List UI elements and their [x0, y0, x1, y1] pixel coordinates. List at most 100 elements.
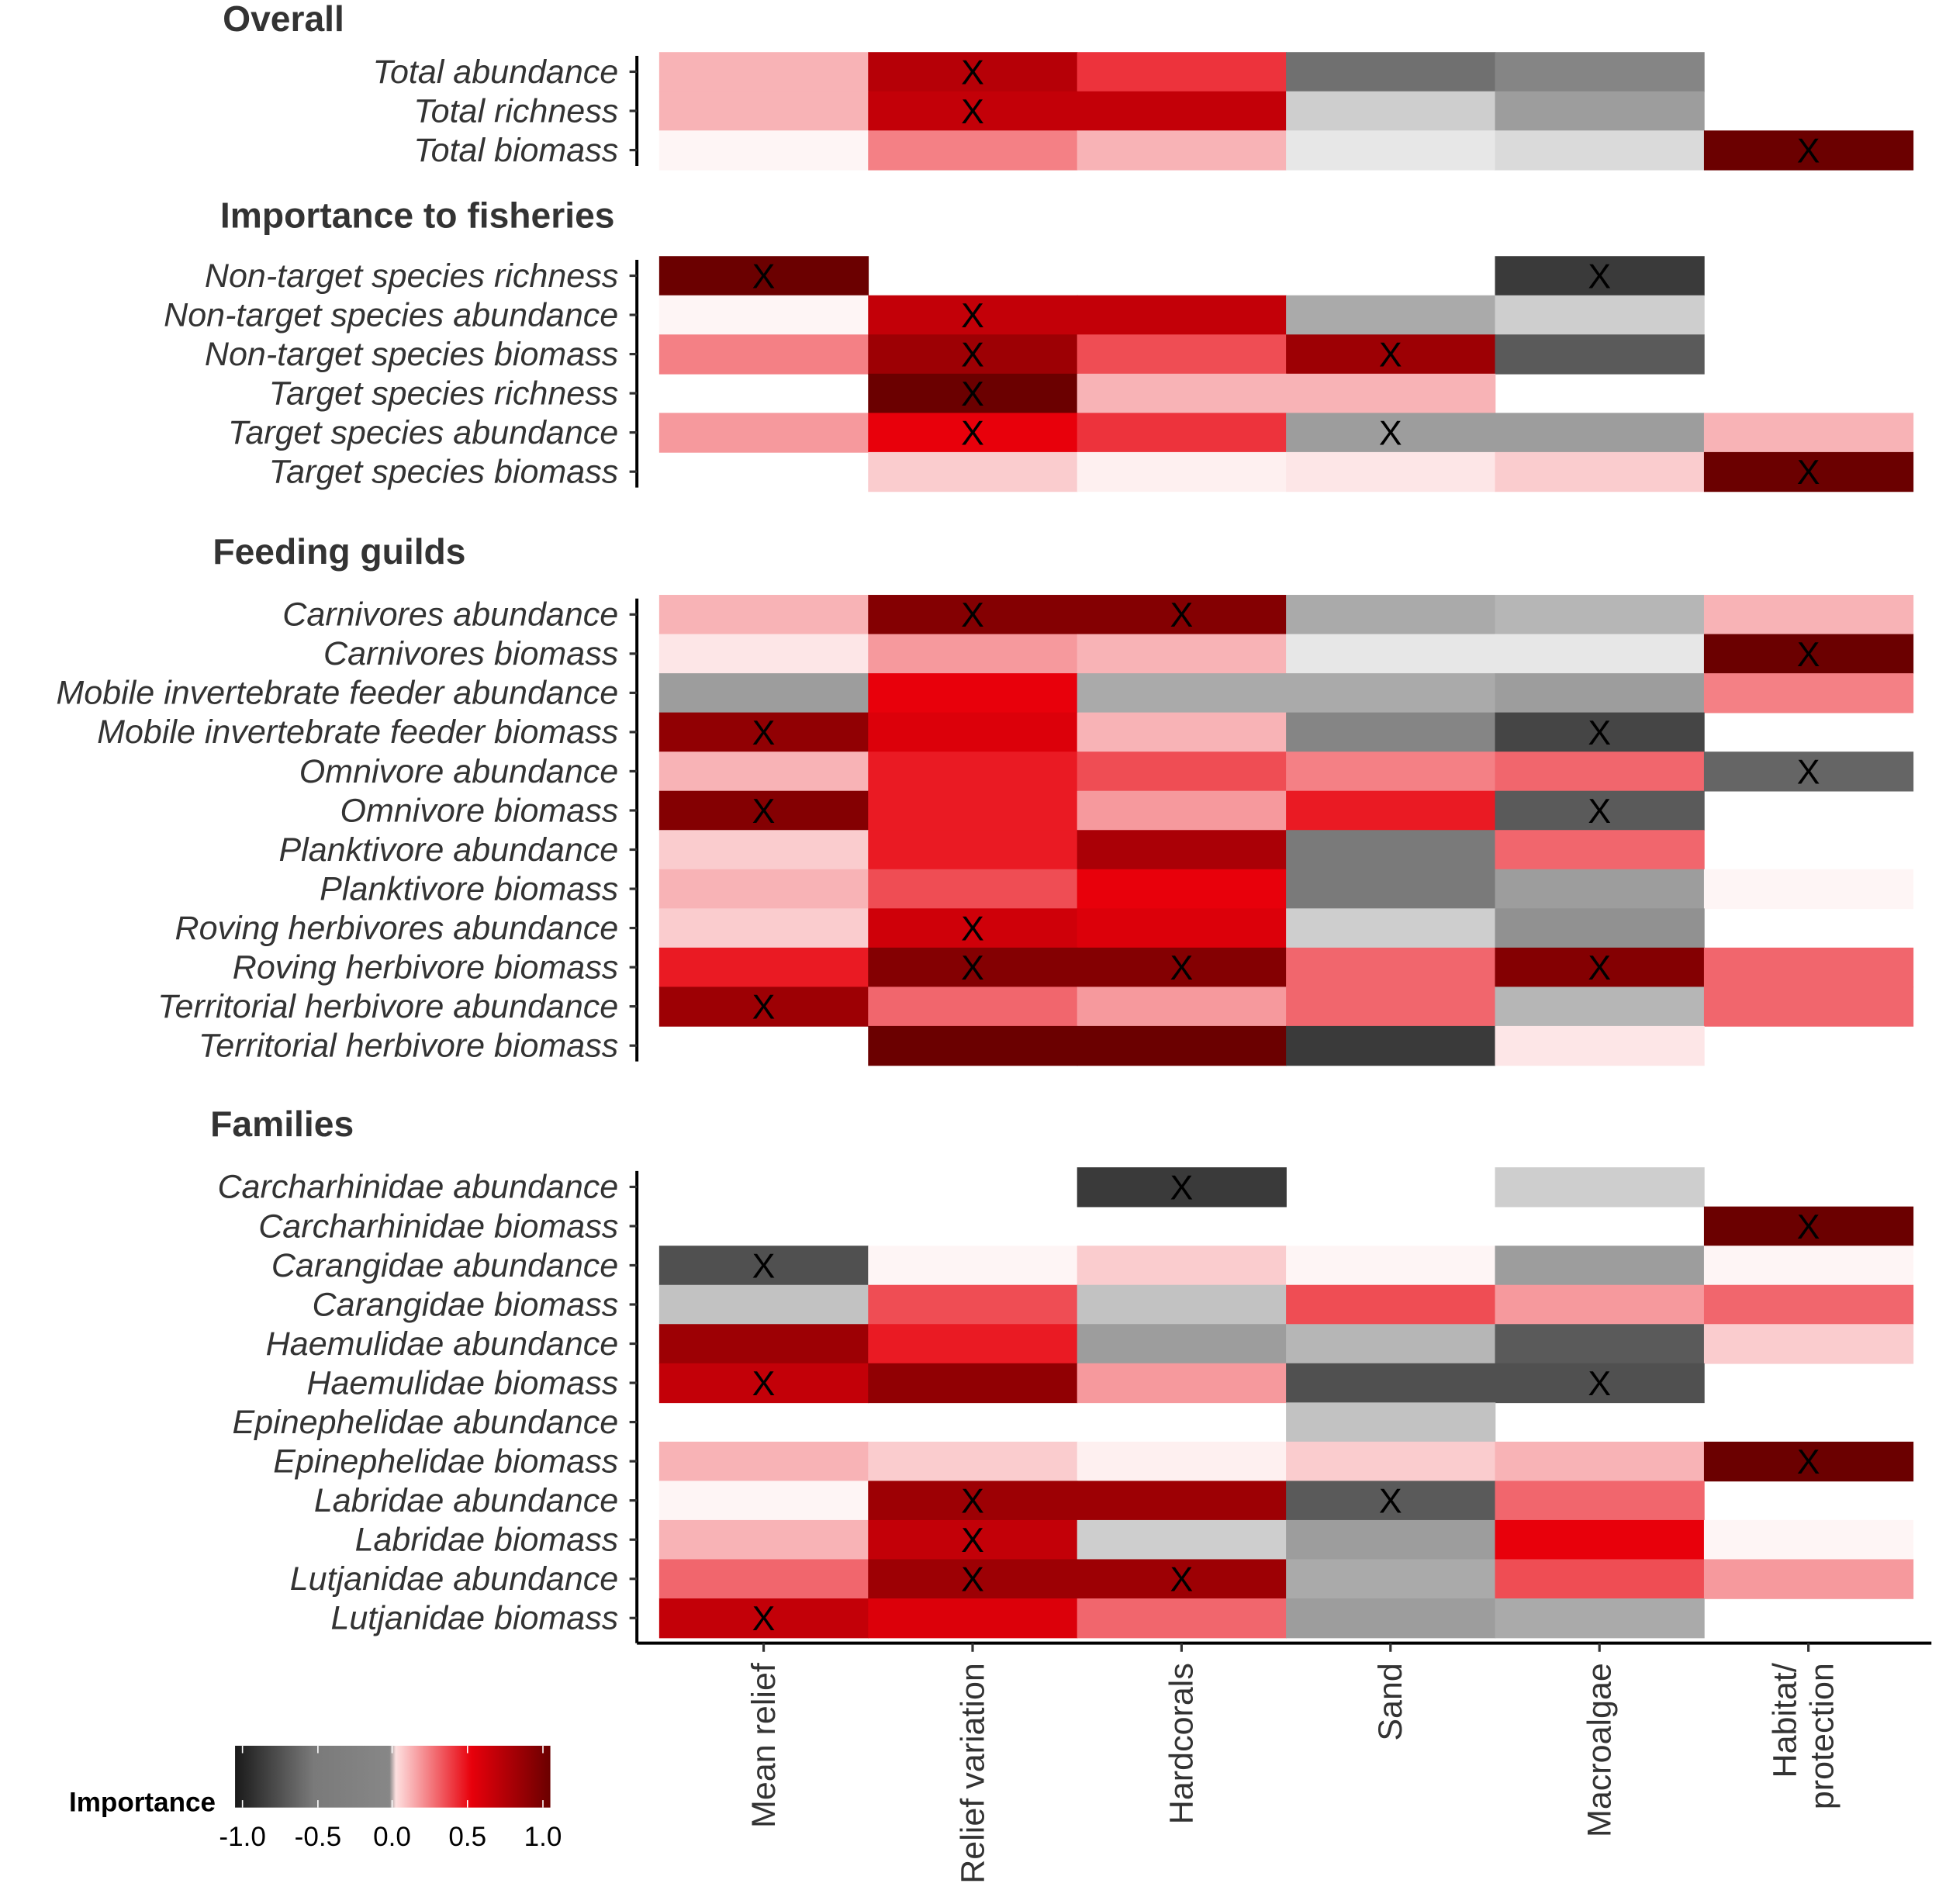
heatmap-cell	[658, 1519, 869, 1560]
heatmap-cell	[868, 91, 1078, 132]
heatmap-cell	[1077, 1598, 1287, 1639]
significance-mark: X	[1797, 454, 1820, 492]
heatmap-cell	[1495, 451, 1705, 492]
legend-tick: 0.0	[373, 1822, 411, 1852]
heatmap-cell	[1703, 1519, 1914, 1560]
heatmap-cell	[1495, 1025, 1705, 1066]
heatmap-cell	[1703, 1206, 1914, 1246]
heatmap-cell	[1495, 1598, 1705, 1639]
significance-mark: X	[961, 93, 984, 131]
heatmap-cell	[868, 908, 1078, 949]
row-label: Target species richness	[269, 375, 618, 412]
heatmap-cell	[868, 869, 1078, 910]
heatmap-cell	[658, 634, 869, 674]
row-label: Omnivore biomass	[340, 792, 619, 829]
significance-mark: X	[1379, 337, 1402, 375]
significance-mark: X	[1797, 753, 1820, 791]
row-label: Lutjanidae biomass	[330, 1600, 618, 1637]
heatmap-cell	[868, 130, 1078, 171]
heatmap-cell	[658, 1324, 869, 1364]
heatmap-cell	[1286, 908, 1496, 949]
row-label: Planktivore biomass	[320, 870, 618, 907]
heatmap-cell	[658, 830, 869, 870]
significance-mark: X	[1170, 1169, 1194, 1207]
heatmap-cell	[658, 130, 869, 171]
section-title: Feeding guilds	[213, 531, 465, 572]
row-label: Roving herbivore biomass	[233, 949, 619, 986]
row-label: Haemulidae abundance	[266, 1325, 619, 1363]
heatmap-cell	[1286, 334, 1496, 375]
significance-mark: X	[1588, 257, 1611, 295]
heatmap-cell	[1077, 830, 1287, 870]
heatmap-cell	[1286, 1481, 1496, 1521]
heatmap-cell	[1286, 947, 1496, 988]
heatmap-cell	[1286, 1441, 1496, 1482]
heatmap-cell	[658, 1598, 869, 1639]
heatmap-cell	[658, 1363, 869, 1404]
heatmap-cell	[868, 1363, 1078, 1404]
legend-title: Importance	[69, 1787, 216, 1817]
heatmap-cell	[658, 334, 869, 375]
heatmap-cell	[1703, 634, 1914, 674]
heatmap-cell	[868, 1441, 1078, 1482]
heatmap-cell	[658, 1246, 869, 1286]
heatmap-cell	[1077, 1324, 1287, 1364]
heatmap-cell	[1286, 752, 1496, 792]
heatmap-cell	[1286, 91, 1496, 132]
heatmap-cell	[868, 1284, 1078, 1325]
significance-mark: X	[1797, 1443, 1820, 1481]
x-tick-label: Mean relief	[745, 1662, 783, 1828]
significance-mark: X	[961, 375, 984, 413]
heatmap-cell	[1077, 52, 1287, 92]
heatmap-cell	[1495, 1246, 1705, 1286]
heatmap-cell	[1495, 987, 1705, 1027]
significance-mark: X	[752, 1247, 776, 1285]
heatmap-cell	[1286, 1363, 1496, 1404]
heatmap-cell	[1286, 413, 1496, 453]
heatmap-cell	[1077, 451, 1287, 492]
heatmap-cell	[868, 1324, 1078, 1364]
significance-mark: X	[1797, 132, 1820, 170]
significance-mark: X	[752, 1365, 776, 1403]
heatmap-cell	[1495, 790, 1705, 831]
significance-mark: X	[1797, 1208, 1820, 1246]
heatmap-cell	[1286, 1324, 1496, 1364]
significance-mark: X	[752, 257, 776, 295]
x-tick-label: Hardcorals	[1163, 1663, 1201, 1824]
heatmap-cell	[1286, 634, 1496, 674]
heatmap-cell	[868, 451, 1078, 492]
heatmap-cell	[1286, 1598, 1496, 1639]
heatmap-cell	[1703, 987, 1914, 1027]
heatmap-cell	[1286, 130, 1496, 171]
heatmap-cell	[1703, 947, 1914, 988]
heatmap-cell	[868, 1246, 1078, 1286]
significance-mark: X	[961, 1483, 984, 1521]
heatmap-cell	[1077, 947, 1287, 988]
significance-mark: X	[961, 297, 984, 335]
heatmap-cell	[1286, 1402, 1496, 1443]
heatmap-cell	[1703, 130, 1914, 171]
row-label: Territorial herbivore abundance	[157, 988, 618, 1025]
legend-tick: 0.5	[448, 1822, 486, 1852]
heatmap-cell	[868, 673, 1078, 714]
row-label: Total richness	[413, 92, 618, 130]
heatmap-cell	[1495, 91, 1705, 132]
heatmap-cell	[1077, 91, 1287, 132]
heatmap-cell	[1495, 1519, 1705, 1560]
heatmap-cell	[868, 334, 1078, 375]
heatmap-cell	[1077, 334, 1287, 375]
heatmap-cell	[1495, 595, 1705, 635]
heatmap-cell	[1077, 1519, 1287, 1560]
heatmap-cell	[1703, 413, 1914, 453]
heatmap-cell	[658, 908, 869, 949]
row-label: Haemulidae biomass	[306, 1364, 618, 1401]
heatmap-cell	[1495, 295, 1705, 336]
row-label: Target species biomass	[269, 454, 618, 491]
heatmap-cell	[1286, 1559, 1496, 1599]
section-title: Overall	[223, 0, 344, 39]
section-title: Importance to fisheries	[220, 195, 615, 235]
heatmap-cell	[658, 987, 869, 1027]
heatmap-cell	[658, 295, 869, 336]
heatmap-cell	[1703, 451, 1914, 492]
